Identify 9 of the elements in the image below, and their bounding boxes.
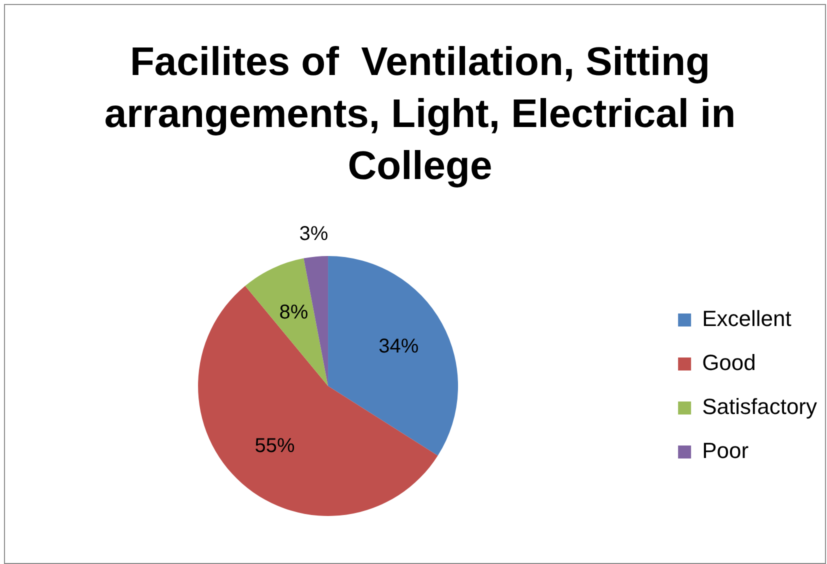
legend-label: Good xyxy=(702,350,756,376)
data-label: 34% xyxy=(378,336,419,358)
data-label: 8% xyxy=(279,302,308,324)
data-label: 55% xyxy=(254,434,295,457)
legend-label: Poor xyxy=(702,438,749,464)
data-label: 3% xyxy=(299,223,328,246)
legend-label: Satisfactory xyxy=(702,394,818,420)
chart-title: Facilites of Ventilation, Sitting arrangements, Light, Electrical in College xyxy=(103,39,737,190)
legend-label: Excellent xyxy=(702,306,792,332)
